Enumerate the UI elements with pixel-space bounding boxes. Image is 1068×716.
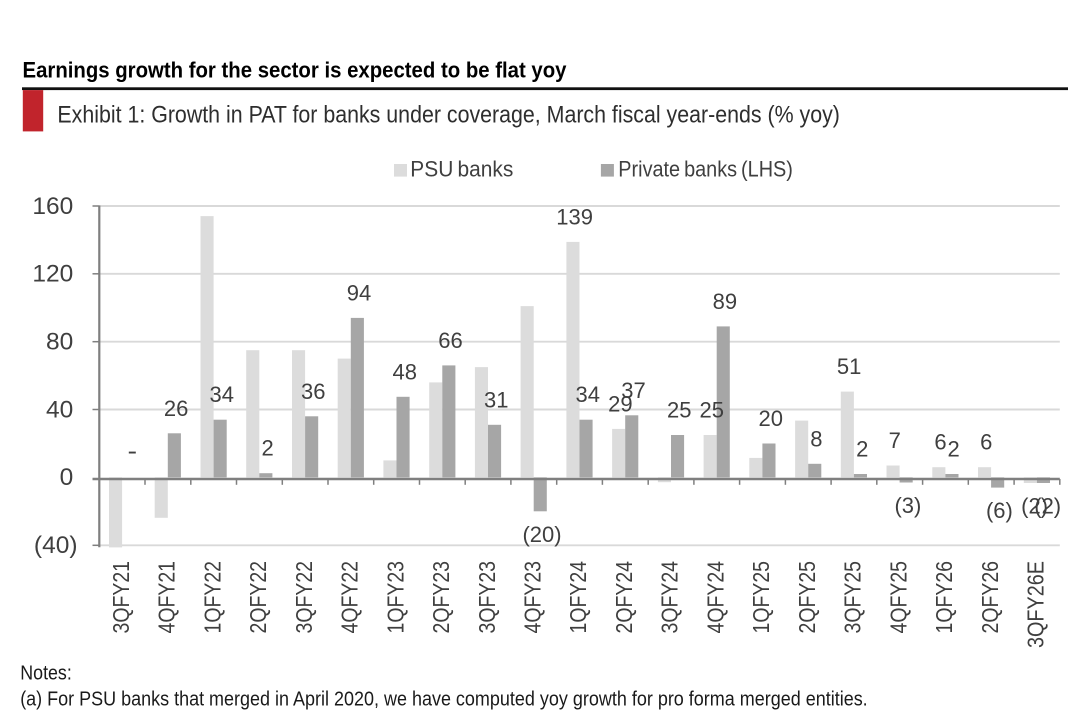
svg-text:Earnings growth for the sector: Earnings growth for the sector is expect…: [23, 58, 567, 83]
svg-text:2: 2: [261, 436, 273, 461]
svg-text:25: 25: [667, 398, 691, 423]
svg-text:51: 51: [837, 354, 861, 379]
svg-text:2: 2: [856, 437, 868, 462]
svg-text:160: 160: [32, 193, 73, 220]
svg-text:3QFY24: 3QFY24: [657, 561, 683, 634]
svg-text:2QFY24: 2QFY24: [611, 561, 637, 634]
svg-text:(20): (20): [522, 522, 561, 547]
svg-text:2QFY26: 2QFY26: [977, 561, 1003, 634]
svg-text:31: 31: [484, 387, 508, 412]
svg-text:4QFY25: 4QFY25: [885, 561, 911, 634]
svg-text:3QFY22: 3QFY22: [291, 561, 317, 634]
svg-text:34: 34: [210, 382, 234, 407]
svg-text:2QFY25: 2QFY25: [794, 561, 820, 634]
svg-text:29: 29: [608, 391, 632, 416]
svg-text:4QFY21: 4QFY21: [154, 561, 180, 634]
svg-text:80: 80: [46, 329, 73, 356]
svg-text:20: 20: [758, 406, 782, 431]
svg-text:(3): (3): [894, 493, 921, 518]
svg-text:4QFY23: 4QFY23: [520, 561, 546, 634]
svg-text:25: 25: [700, 398, 724, 423]
svg-text:139: 139: [556, 204, 593, 229]
svg-text:120: 120: [32, 261, 73, 288]
svg-text:26: 26: [164, 396, 188, 421]
svg-text:36: 36: [301, 379, 325, 404]
svg-text:(2): (2): [1021, 494, 1048, 519]
svg-text:3QFY25: 3QFY25: [840, 561, 866, 634]
svg-text:Exhibit 1: Growth in PAT for b: Exhibit 1: Growth in PAT for banks under…: [57, 102, 840, 129]
svg-text:(a) For PSU banks that merged: (a) For PSU banks that merged in April 2…: [20, 688, 868, 711]
svg-text:2QFY22: 2QFY22: [245, 561, 271, 634]
svg-text:2: 2: [947, 437, 959, 462]
svg-text:2QFY23: 2QFY23: [428, 561, 454, 634]
svg-text:89: 89: [713, 289, 737, 314]
svg-text:48: 48: [393, 359, 417, 384]
svg-text:6: 6: [934, 430, 946, 455]
svg-text:7: 7: [889, 428, 901, 453]
svg-text:4QFY24: 4QFY24: [703, 561, 729, 634]
svg-text:40: 40: [46, 396, 73, 423]
svg-text:4QFY22: 4QFY22: [337, 561, 363, 634]
svg-text:1QFY26: 1QFY26: [931, 561, 957, 634]
svg-text:1QFY25: 1QFY25: [748, 561, 774, 634]
svg-text:Private banks (LHS): Private banks (LHS): [618, 156, 793, 181]
svg-text:1QFY24: 1QFY24: [565, 561, 591, 634]
svg-text:(40): (40): [34, 532, 78, 559]
svg-text:1QFY22: 1QFY22: [199, 561, 225, 634]
svg-text:3QFY26E: 3QFY26E: [1023, 561, 1049, 648]
svg-text:Notes:: Notes:: [20, 661, 72, 684]
svg-text:(6): (6): [986, 498, 1013, 523]
svg-text:1QFY23: 1QFY23: [382, 561, 408, 634]
svg-text:94: 94: [347, 280, 371, 305]
svg-text:6: 6: [980, 430, 992, 455]
svg-text:34: 34: [575, 382, 599, 407]
svg-text:0: 0: [60, 464, 74, 491]
svg-text:3QFY21: 3QFY21: [108, 561, 134, 634]
svg-text:8: 8: [810, 426, 822, 451]
svg-text:(2): (2): [1034, 494, 1061, 519]
svg-text:3QFY23: 3QFY23: [474, 561, 500, 634]
svg-text:PSU banks: PSU banks: [410, 156, 513, 181]
svg-text:66: 66: [438, 328, 462, 353]
svg-text:37: 37: [621, 378, 645, 403]
